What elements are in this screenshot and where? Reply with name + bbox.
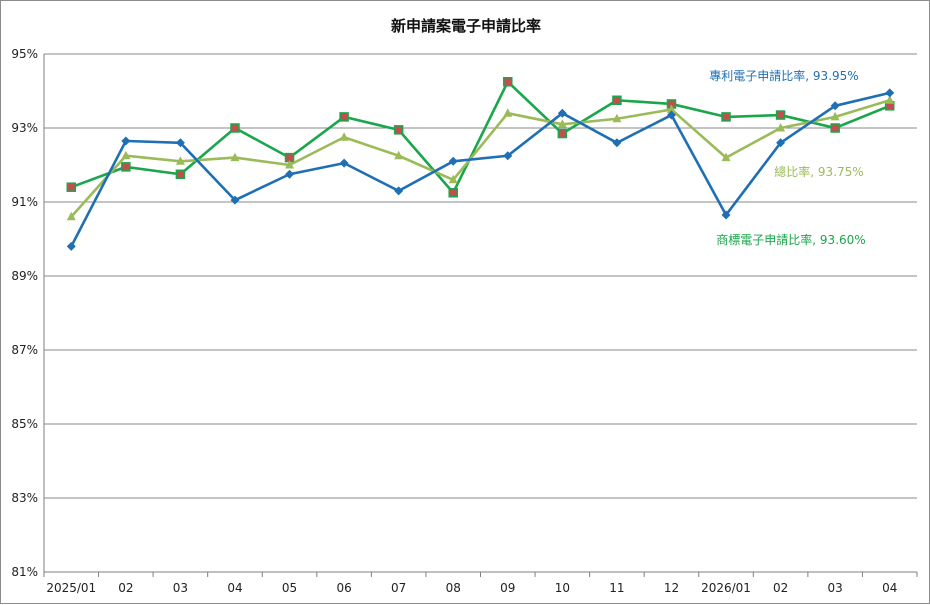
data-point-total [666, 104, 676, 113]
x-tick-label: 11 [609, 581, 624, 595]
data-point-trademark [503, 77, 513, 87]
data-point-total [121, 150, 131, 160]
data-point-trademark [393, 125, 404, 135]
data-point-patent [285, 169, 295, 179]
series-group [66, 77, 895, 251]
annotation-trademark: 商標電子申請比率, 93.60% [716, 232, 865, 247]
data-point-total [230, 152, 240, 162]
data-point-total [612, 113, 622, 123]
data-point-total [503, 108, 513, 117]
y-tick-label: 95% [11, 47, 38, 61]
y-tick-label: 91% [11, 195, 38, 209]
x-tick-label: 12 [664, 581, 679, 595]
data-point-trademark [775, 110, 786, 120]
x-tick-label: 04 [227, 581, 242, 595]
data-point-total [285, 160, 295, 169]
series-line-trademark [70, 80, 891, 195]
data-point-total [776, 123, 786, 132]
data-point-trademark [175, 169, 186, 179]
data-point-trademark [830, 123, 840, 133]
data-point-trademark [721, 112, 731, 122]
y-tick-label: 87% [11, 343, 38, 357]
x-tick-label: 10 [555, 581, 570, 595]
data-point-patent [885, 88, 895, 98]
data-point-patent [503, 151, 513, 161]
x-tick-label: 02 [118, 581, 133, 595]
data-point-patent [394, 186, 404, 196]
x-tick-label: 2026/01 [701, 581, 751, 595]
chart-title: 新申請案電子申請比率 [391, 17, 541, 35]
data-point-total [830, 111, 840, 121]
axes: 81% 83% 85% 87% 89% 91% 93% 95% 2025/01 02 03 04 05 0… [11, 47, 918, 595]
x-tick-label: 02 [773, 581, 788, 595]
x-tick-label: 08 [446, 581, 461, 595]
data-point-trademark [339, 112, 349, 122]
data-point-patent [175, 138, 185, 148]
data-point-patent [339, 158, 349, 168]
data-point-trademark [557, 128, 568, 139]
data-point-trademark [66, 182, 77, 192]
data-point-patent [776, 138, 786, 148]
gridlines [44, 53, 917, 573]
data-point-patent [557, 108, 567, 118]
data-point-trademark [230, 123, 240, 133]
annotation-total: 總比率, 93.75% [774, 164, 863, 179]
data-point-total [394, 150, 404, 160]
data-point-patent [666, 110, 676, 120]
data-point-trademark [448, 188, 458, 198]
data-point-patent [830, 101, 840, 111]
y-tick-label: 93% [11, 121, 38, 135]
x-tick-label: 03 [173, 581, 188, 595]
data-point-trademark [121, 162, 131, 172]
data-point-patent [612, 138, 622, 148]
data-point-total [66, 211, 76, 221]
data-point-total [175, 156, 185, 165]
annotations: 專利電子申請比率, 93.95% 總比率, 93.75% 商標電子申請比率, 93.… [709, 68, 865, 247]
data-point-total [448, 174, 458, 184]
x-tick-label: 09 [500, 581, 515, 595]
data-point-trademark [612, 95, 622, 105]
y-tick-label: 83% [11, 491, 38, 505]
y-tick-label: 85% [11, 417, 38, 431]
data-point-patent [66, 241, 76, 251]
series-line-total [70, 99, 891, 218]
x-tick-label: 2025/01 [46, 581, 96, 595]
series-line-patent [70, 91, 891, 247]
data-point-total [721, 152, 731, 162]
data-point-total [885, 95, 895, 104]
data-point-patent [121, 136, 131, 146]
y-tick-label: 81% [11, 565, 38, 579]
data-point-total [339, 132, 349, 141]
x-tick-label: 07 [391, 581, 406, 595]
x-tick-label: 05 [282, 581, 297, 595]
x-tick-label: 04 [882, 581, 897, 595]
data-point-patent [721, 210, 731, 220]
data-point-patent [230, 195, 240, 205]
annotation-patent: 專利電子申請比率, 93.95% [709, 68, 858, 83]
x-tick-label: 03 [828, 581, 843, 595]
data-point-total [557, 119, 567, 128]
y-tick-label: 89% [11, 269, 38, 283]
data-point-patent [448, 156, 458, 166]
x-tick-label: 06 [336, 581, 351, 595]
